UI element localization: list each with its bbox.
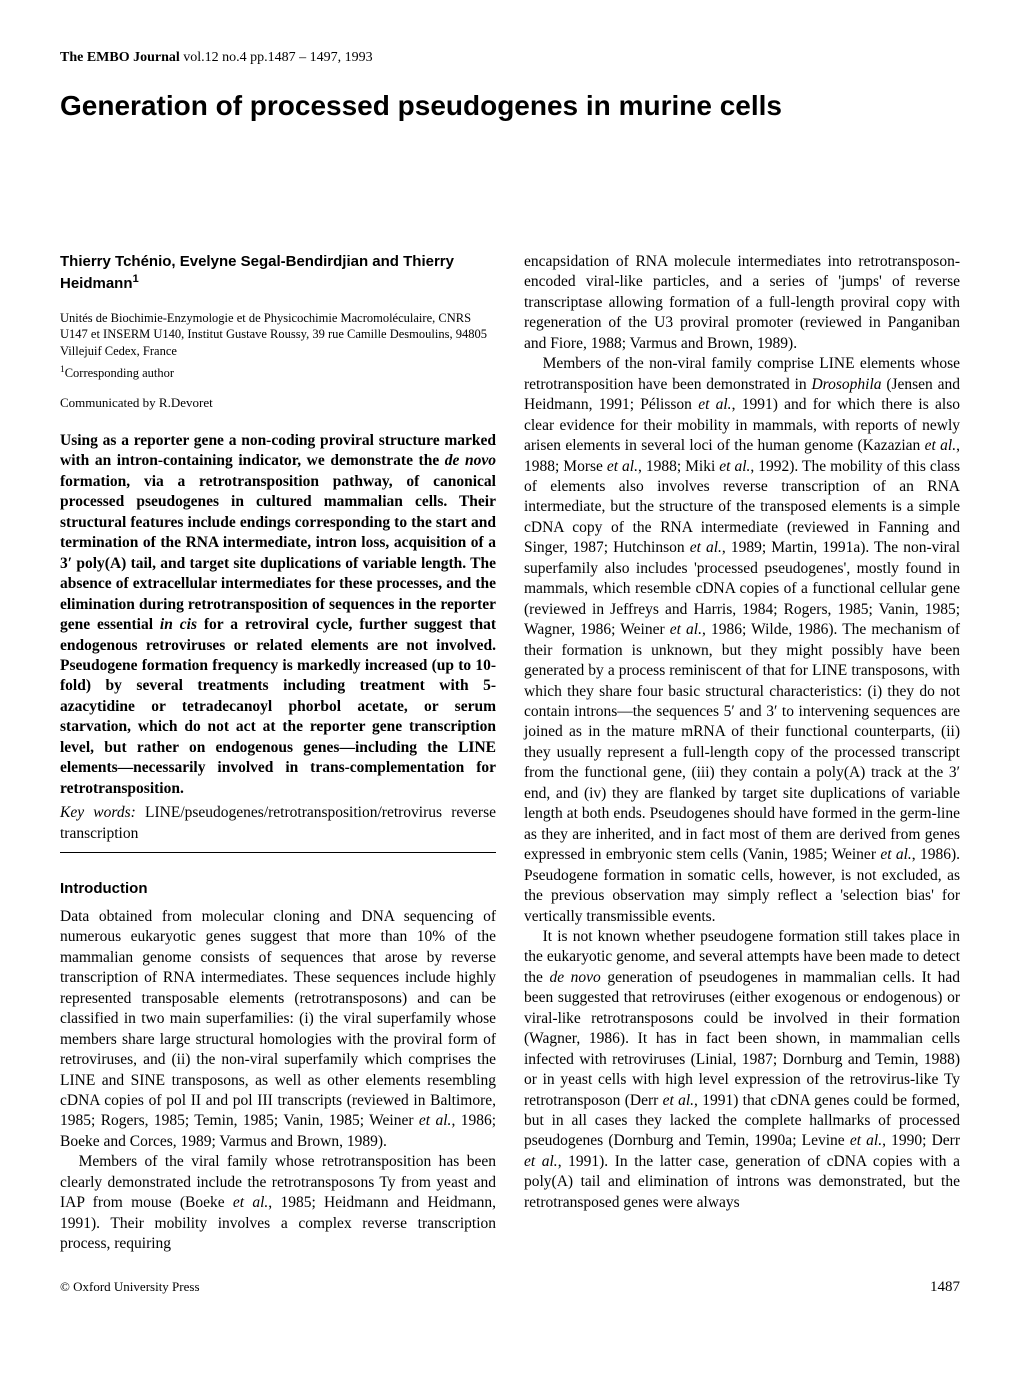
col2-p3-etal2: et al. — [850, 1132, 882, 1149]
communicated-by: Communicated by R.Devoret — [60, 394, 496, 411]
col2-p1: encapsidation of RNA molecule intermedia… — [524, 253, 960, 352]
col2-denovo: de novo — [549, 969, 600, 986]
author-sup: 1 — [133, 273, 139, 285]
corresponding-author: 1Corresponding author — [60, 364, 496, 382]
abstract-italic-2: in cis — [160, 616, 197, 633]
col2-p3b: generation of pseudogenes in mammalian c… — [524, 969, 960, 1109]
journal-citation: vol.12 no.4 pp.1487 – 1497, 1993 — [183, 50, 372, 65]
col2-p3-etal3: et al. — [524, 1153, 558, 1170]
keywords: Key words: LINE/pseudogenes/retrotranspo… — [60, 803, 496, 844]
intro-p1-a: Data obtained from molecular cloning and… — [60, 908, 496, 1130]
corresponding-label: Corresponding author — [65, 366, 174, 380]
abstract-part-3: for a retroviral cycle, further suggest … — [60, 616, 496, 797]
col2-drosophila: Drosophila — [811, 376, 881, 393]
col2-etal7: et al. — [880, 846, 911, 863]
introduction-heading: Introduction — [60, 879, 496, 899]
page-footer: © Oxford University Press 1487 — [60, 1279, 960, 1296]
two-column-layout: Thierry Tchénio, Evelyne Segal-Bendirdji… — [60, 252, 960, 1255]
page-number: 1487 — [930, 1279, 960, 1296]
col2-etal1: et al. — [698, 396, 731, 413]
col2-etal3: et al. — [607, 458, 638, 475]
keywords-label: Key words: — [60, 804, 136, 821]
right-column: encapsidation of RNA molecule intermedia… — [524, 252, 960, 1255]
abstract: Using as a reporter gene a non-coding pr… — [60, 431, 496, 799]
intro-p1-etal: et al. — [419, 1112, 452, 1129]
col2-p3-etal1: et al. — [663, 1092, 694, 1109]
section-divider — [60, 852, 496, 853]
col2-p3d: , 1990; Derr — [882, 1132, 960, 1149]
col2-paragraph-2: Members of the non-viral family comprise… — [524, 354, 960, 927]
journal-header: The EMBO Journal vol.12 no.4 pp.1487 – 1… — [60, 50, 960, 66]
author-names: Thierry Tchénio, Evelyne Segal-Bendirdji… — [60, 253, 454, 292]
col2-etal6: et al. — [670, 621, 702, 638]
intro-paragraph-1: Data obtained from molecular cloning and… — [60, 907, 496, 1152]
left-column: Thierry Tchénio, Evelyne Segal-Bendirdji… — [60, 252, 496, 1255]
intro-p2-etal: et al. — [233, 1194, 268, 1211]
copyright: © Oxford University Press — [60, 1279, 200, 1296]
col2-paragraph-3: It is not known whether pseudogene forma… — [524, 927, 960, 1213]
col2-etal4: et al. — [719, 458, 750, 475]
col2-etal2: et al. — [925, 437, 956, 454]
col2-p2e: , 1988; Miki — [638, 458, 719, 475]
col2-etal5: et al. — [690, 539, 722, 556]
col2-paragraph-1: encapsidation of RNA molecule intermedia… — [524, 252, 960, 354]
article-title: Generation of processed pseudogenes in m… — [60, 90, 960, 122]
intro-paragraph-2: Members of the viral family whose retrot… — [60, 1152, 496, 1254]
abstract-part-2: formation, via a retrotransposition path… — [60, 473, 496, 633]
authors: Thierry Tchénio, Evelyne Segal-Bendirdji… — [60, 252, 496, 294]
journal-name: The EMBO Journal — [60, 50, 180, 65]
col2-p3e: , 1991). In the latter case, generation … — [524, 1153, 960, 1211]
col2-p2h: , 1986; Wilde, 1986). The mechanism of t… — [524, 621, 960, 863]
abstract-italic-1: de novo — [445, 452, 496, 469]
abstract-part-1: Using as a reporter gene a non-coding pr… — [60, 432, 496, 469]
affiliation: Unités de Biochimie-Enzymologie et de Ph… — [60, 310, 496, 361]
